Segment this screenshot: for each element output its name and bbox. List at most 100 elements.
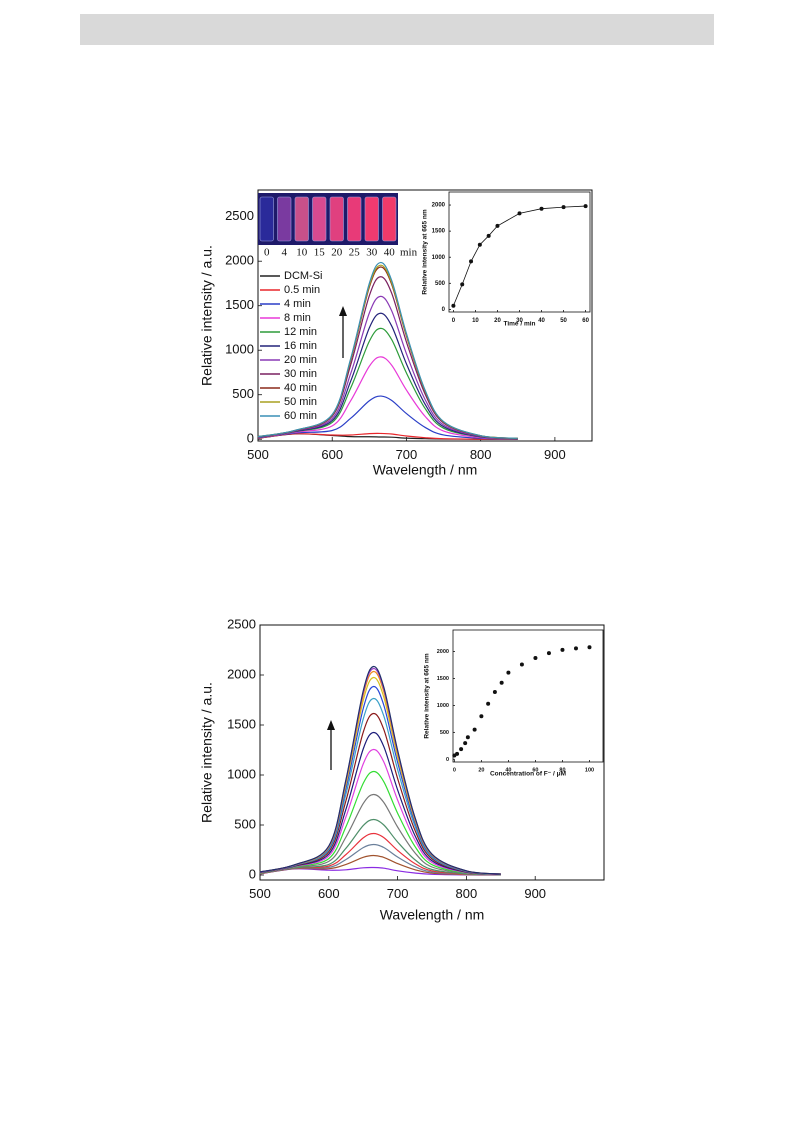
y-tick-label: 1000: [437, 703, 449, 709]
data-point: [506, 670, 511, 675]
spectrum-line: [259, 731, 501, 875]
y-tick-label: 0: [446, 757, 449, 763]
vial-label: 4: [282, 247, 288, 259]
spectrum-line: [259, 665, 501, 875]
y-tick-label: 2500: [227, 616, 256, 631]
y-tick-label: 500: [234, 816, 256, 831]
y-axis-label: Relative intensity / a.u.: [199, 682, 215, 823]
arrow: [327, 720, 335, 770]
data-point: [560, 647, 565, 652]
x-tick-label: 900: [544, 447, 566, 462]
y-tick-label: 1000: [432, 255, 446, 261]
spectrum-line: [259, 866, 501, 876]
x-axis-label: Time / min: [503, 321, 535, 328]
spectrum-line: [259, 832, 501, 876]
data-point: [463, 741, 468, 746]
data-point: [546, 651, 551, 656]
y-tick-label: 500: [435, 281, 446, 287]
legend-label: 16 min: [284, 340, 317, 352]
x-axis-label: Wavelength / nm: [373, 462, 478, 478]
vial: [364, 196, 379, 242]
data-point: [587, 645, 592, 650]
vial-label: 0: [264, 247, 270, 259]
y-tick-label: 1500: [227, 716, 256, 731]
plot-frame: [448, 191, 591, 313]
x-tick-label: 500: [249, 886, 271, 901]
data-point: [465, 735, 470, 740]
vial-label: 40: [384, 247, 396, 259]
plot-frame: [452, 629, 604, 763]
x-tick-label: 600: [318, 886, 340, 901]
spectrum-line: [259, 843, 501, 876]
spectrum-line: [259, 712, 501, 875]
spectrum-line: [257, 295, 518, 440]
y-axis-label: Relative intensity at 665 nm: [422, 209, 429, 294]
vial-label: 20: [331, 247, 343, 259]
y-tick-label: 500: [232, 386, 254, 401]
x-axis-label: Wavelength / nm: [380, 907, 485, 923]
x-tick-label: 700: [387, 886, 409, 901]
legend-label: 12 min: [284, 326, 317, 338]
vial: [259, 196, 274, 242]
spectrum-line: [257, 356, 518, 440]
x-tick-label: 900: [524, 886, 546, 901]
data-point: [451, 303, 456, 308]
spectrum-line: [259, 818, 501, 876]
vial: [347, 196, 362, 242]
x-tick-label: 50: [560, 318, 567, 324]
legend-label: 4 min: [284, 298, 311, 310]
y-tick-label: 1500: [437, 676, 449, 682]
legend-label: 60 min: [284, 410, 317, 422]
x-tick-label: 40: [505, 767, 511, 773]
spectrum-line: [259, 770, 501, 876]
x-tick-label: 20: [494, 318, 501, 324]
legend-label: 40 min: [284, 382, 317, 394]
spectrum-line: [257, 395, 518, 440]
y-tick-label: 0: [247, 431, 254, 446]
spectrum-line: [257, 327, 518, 440]
arrow: [339, 306, 347, 358]
data-point: [492, 689, 497, 694]
spectrum-line: [259, 793, 501, 876]
spectrum-line: [257, 432, 518, 440]
data-point: [479, 714, 484, 719]
x-tick-label: 20: [478, 767, 484, 773]
y-axis-label: Relative intensity / a.u.: [199, 245, 215, 386]
data-point: [472, 727, 477, 732]
vial: [312, 196, 327, 242]
x-tick-label: 80: [559, 767, 565, 773]
data-point: [459, 747, 464, 752]
trend-line: [453, 205, 586, 306]
legend-label: 30 min: [284, 368, 317, 380]
data-point: [460, 282, 465, 287]
vial: [277, 196, 292, 242]
legend-label: 0.5 min: [284, 284, 320, 296]
legend-label: DCM-Si: [284, 270, 323, 282]
y-axis-label: Relative intensity at 665 nm: [424, 653, 431, 738]
x-tick-label: 60: [532, 767, 538, 773]
y-tick-label: 1500: [432, 229, 446, 235]
x-tick-label: 500: [247, 447, 269, 462]
y-tick-label: 2000: [227, 666, 256, 681]
vial-unit: min: [400, 247, 418, 259]
x-tick-label: 800: [456, 886, 478, 901]
y-tick-label: 1500: [225, 297, 254, 312]
x-tick-label: 800: [470, 447, 492, 462]
y-tick-label: 1000: [227, 766, 256, 781]
figures: 500 600 700 800 90005001000150020002500Wavel…: [199, 189, 605, 923]
data-point: [561, 205, 566, 210]
data-point: [533, 656, 538, 661]
vial: [329, 196, 344, 242]
data-point: [486, 701, 491, 706]
data-point: [583, 204, 588, 209]
y-tick-label: 0: [442, 307, 446, 313]
data-point: [539, 206, 544, 211]
spectrum-line: [259, 748, 501, 875]
x-tick-label: 10: [472, 318, 479, 324]
y-tick-label: 1000: [225, 342, 254, 357]
x-tick-label: 0: [453, 767, 456, 773]
vial: [382, 196, 397, 242]
data-point: [486, 233, 491, 238]
x-tick-label: 30: [516, 318, 523, 324]
